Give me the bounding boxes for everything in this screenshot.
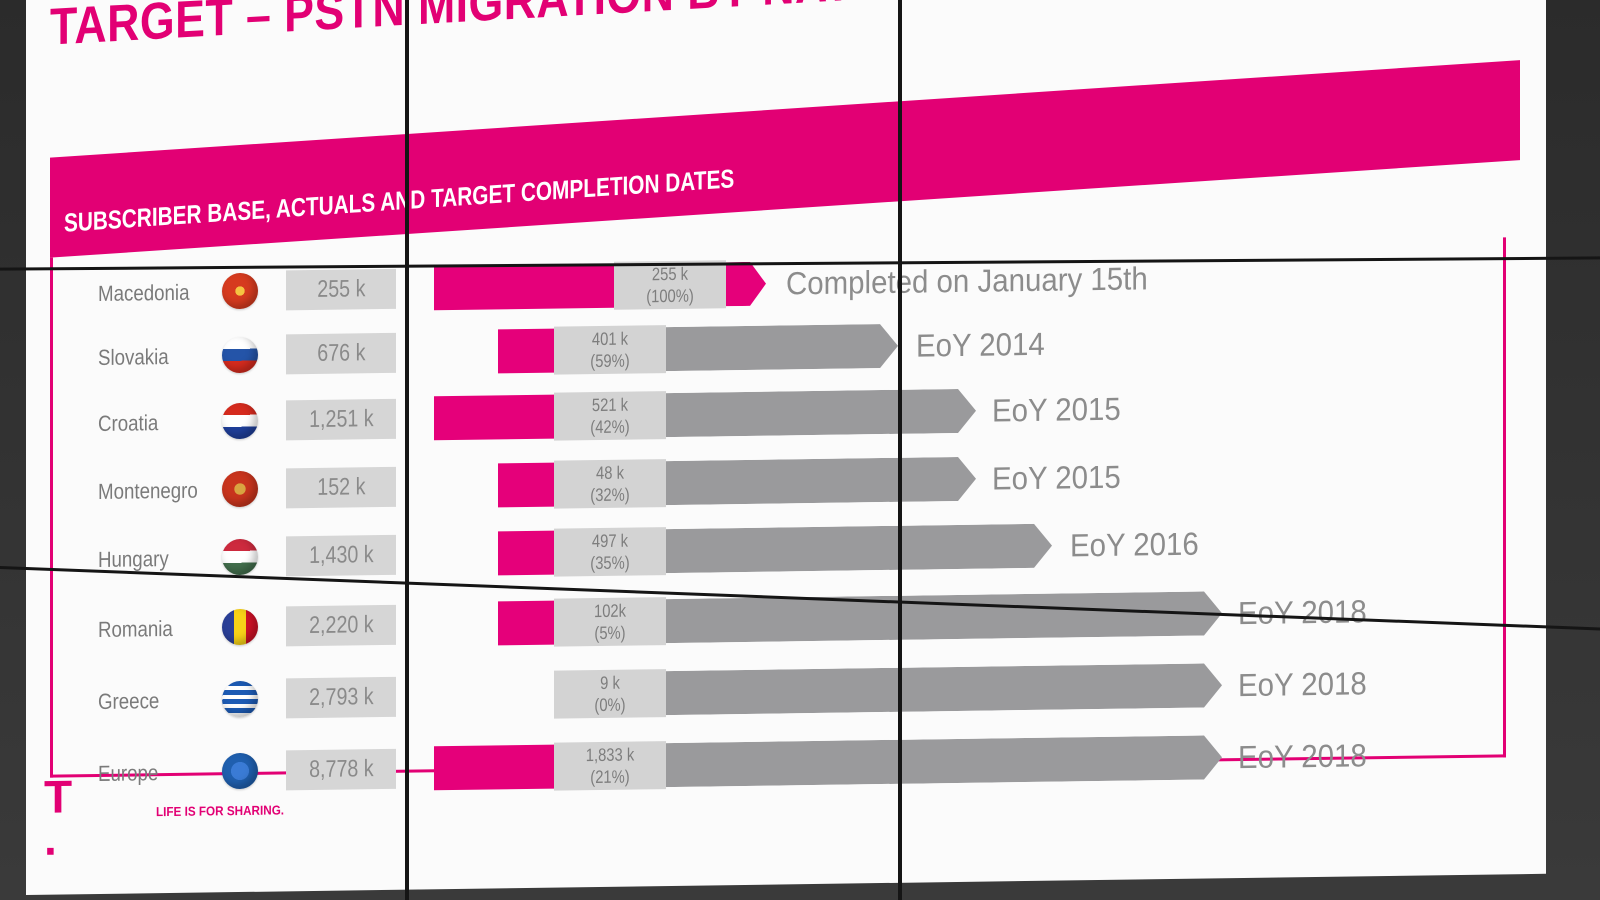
target-date-label: EoY 2018 [1238, 665, 1367, 704]
target-date-label: Completed on January 15th [786, 260, 1148, 302]
migrated-bar [434, 263, 614, 311]
actual-share: (21%) [590, 766, 630, 788]
target-arrow [666, 324, 898, 372]
presentation-slide: TARGET – PSTN MIGRATION BY NATCOS SUBSCR… [26, 0, 1546, 896]
country-label: Europe [98, 760, 159, 786]
country-label: Romania [98, 615, 173, 642]
actual-value-box: 521 k (42%) [554, 391, 666, 441]
actual-value: 102k [593, 600, 627, 622]
actual-share: (35%) [590, 552, 630, 574]
target-arrow [666, 663, 1222, 716]
table-row-greece: Greece 2,793 k 9 k (0%) EoY 2018 [26, 659, 1526, 730]
actual-share: (0%) [594, 694, 626, 716]
table-row-hungary: Hungary 1,430 k 497 k (35%) EoY 2016 [26, 517, 1526, 588]
country-label: Hungary [98, 546, 169, 572]
subscriber-base-value: 676 k [286, 332, 396, 375]
target-arrow [666, 456, 976, 506]
target-date-label: EoY 2015 [992, 390, 1121, 429]
panel-seam-vertical-1 [405, 0, 409, 900]
table-row-romania: Romania 2,220 k 102k (5%) EoY 2018 [26, 587, 1526, 658]
subscriber-base-value: 2,220 k [286, 604, 396, 647]
migrated-bar [498, 462, 554, 508]
migrated-bar [434, 744, 554, 791]
subscriber-base-value: 2,793 k [286, 676, 396, 719]
romania-flag-icon [222, 608, 258, 646]
target-date-label: EoY 2016 [1070, 525, 1199, 564]
migrated-bar [498, 600, 554, 646]
actual-value-box: 401 k (59%) [554, 325, 666, 375]
table-header-band: SUBSCRIBER BASE, ACTUALS AND TARGET COMP… [50, 60, 1520, 258]
migrated-bar [498, 530, 554, 576]
montenegro-flag-icon [222, 470, 258, 508]
actual-value: 521 k [591, 394, 629, 416]
subscriber-base-value: 8,778 k [286, 748, 396, 791]
migrated-bar [498, 328, 554, 374]
hungary-flag-icon [222, 538, 258, 576]
actual-value-box: 48 k (32%) [554, 459, 666, 509]
target-arrow [726, 261, 766, 307]
telekom-logo: T · · [44, 770, 81, 895]
country-label: Slovakia [98, 344, 169, 370]
subscriber-base-value: 152 k [286, 466, 396, 509]
target-arrow [666, 388, 976, 438]
actual-value-box: 9 k (0%) [554, 669, 666, 719]
country-label: Croatia [98, 410, 159, 436]
greece-flag-icon [222, 680, 258, 718]
actual-value: 497 k [591, 530, 629, 552]
europe-flag-icon [222, 752, 258, 790]
slovakia-flag-icon [222, 336, 258, 374]
target-date-label: EoY 2018 [1238, 593, 1367, 632]
actual-value-box: 102k (5%) [554, 597, 666, 647]
table-row-macedonia: Macedonia 255 k 255 k (100%) Completed o… [26, 251, 1526, 322]
actual-value: 1,833 k [585, 744, 635, 766]
actual-value-box: 1,833 k (21%) [554, 741, 666, 791]
table-row-europe: Europe 8,778 k 1,833 k (21%) EoY 2018 [26, 731, 1526, 802]
actual-share: (42%) [590, 416, 630, 438]
target-date-label: EoY 2015 [992, 458, 1121, 497]
actual-value-box: 255 k (100%) [614, 260, 726, 310]
actual-share: (59%) [590, 350, 630, 372]
subscriber-base-value: 1,251 k [286, 398, 396, 441]
croatia-flag-icon [222, 402, 258, 440]
target-arrow [666, 591, 1222, 644]
footer-tagline: LIFE IS FOR SHARING. [156, 802, 285, 820]
actual-share: (32%) [590, 484, 630, 506]
panel-seam-vertical-2 [898, 0, 902, 900]
migrated-bar [434, 394, 554, 441]
subscriber-base-value: 1,430 k [286, 534, 396, 577]
actual-share: (5%) [594, 622, 626, 644]
subscriber-base-value: 255 k [286, 268, 396, 311]
actual-share: (100%) [646, 285, 694, 307]
actual-value: 9 k [600, 672, 620, 693]
target-arrow [666, 735, 1222, 788]
country-label: Macedonia [98, 279, 190, 306]
target-date-label: EoY 2018 [1238, 737, 1367, 776]
actual-value: 401 k [591, 328, 629, 350]
table-row-slovakia: Slovakia 676 k 401 k (59%) EoY 2014 [26, 315, 1526, 386]
actual-value: 48 k [596, 462, 624, 484]
macedonia-flag-icon [222, 272, 258, 310]
target-arrow [666, 523, 1052, 574]
target-date-label: EoY 2014 [916, 325, 1045, 364]
table-header-label: SUBSCRIBER BASE, ACTUALS AND TARGET COMP… [64, 163, 735, 238]
actual-value-box: 497 k (35%) [554, 527, 666, 577]
slide-title: TARGET – PSTN MIGRATION BY NATCOS [50, 0, 951, 57]
country-label: Montenegro [98, 477, 198, 504]
country-label: Greece [98, 688, 160, 714]
